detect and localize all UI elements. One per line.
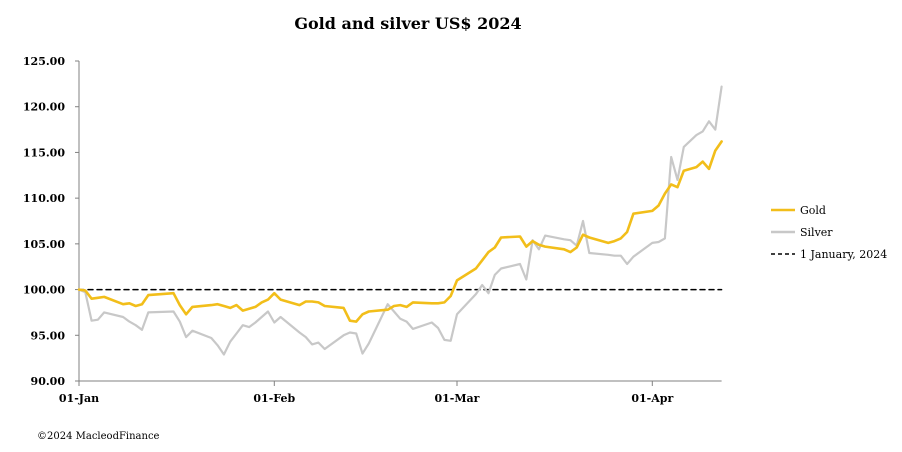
y-tick-label: 120.00 bbox=[23, 101, 65, 114]
legend-label: Gold bbox=[800, 204, 826, 217]
y-tick-label: 110.00 bbox=[23, 192, 65, 205]
legend: Gold Silver 1 January, 2024 bbox=[771, 204, 887, 261]
x-tick-label: 01-Jan bbox=[59, 392, 99, 405]
x-axis: 01-Jan 01-Feb 01-Mar 01-Apr bbox=[59, 380, 722, 405]
series-layer bbox=[77, 85, 723, 356]
y-tick-label: 115.00 bbox=[23, 146, 65, 159]
y-axis: 90.00 95.00 100.00 105.00 110.00 115.00 120.00… bbox=[23, 55, 80, 388]
series-line-gold bbox=[77, 140, 723, 323]
y-tick-label: 105.00 bbox=[23, 238, 65, 251]
series-line-silver bbox=[77, 85, 723, 356]
chart-title: Gold and silver US$ 2024 bbox=[294, 14, 521, 33]
y-tick-label: 95.00 bbox=[31, 329, 66, 342]
x-tick-label: 01-Apr bbox=[631, 392, 673, 405]
x-tick-label: 01-Feb bbox=[253, 392, 295, 405]
y-tick-label: 125.00 bbox=[23, 55, 65, 68]
copyright-footer: ©2024 MacleodFinance bbox=[37, 431, 160, 442]
x-tick-label: 01-Mar bbox=[435, 392, 480, 405]
legend-label: Silver bbox=[800, 226, 833, 239]
y-tick-label: 90.00 bbox=[31, 375, 66, 388]
legend-label: 1 January, 2024 bbox=[800, 248, 887, 261]
y-tick-label: 100.00 bbox=[23, 284, 65, 297]
